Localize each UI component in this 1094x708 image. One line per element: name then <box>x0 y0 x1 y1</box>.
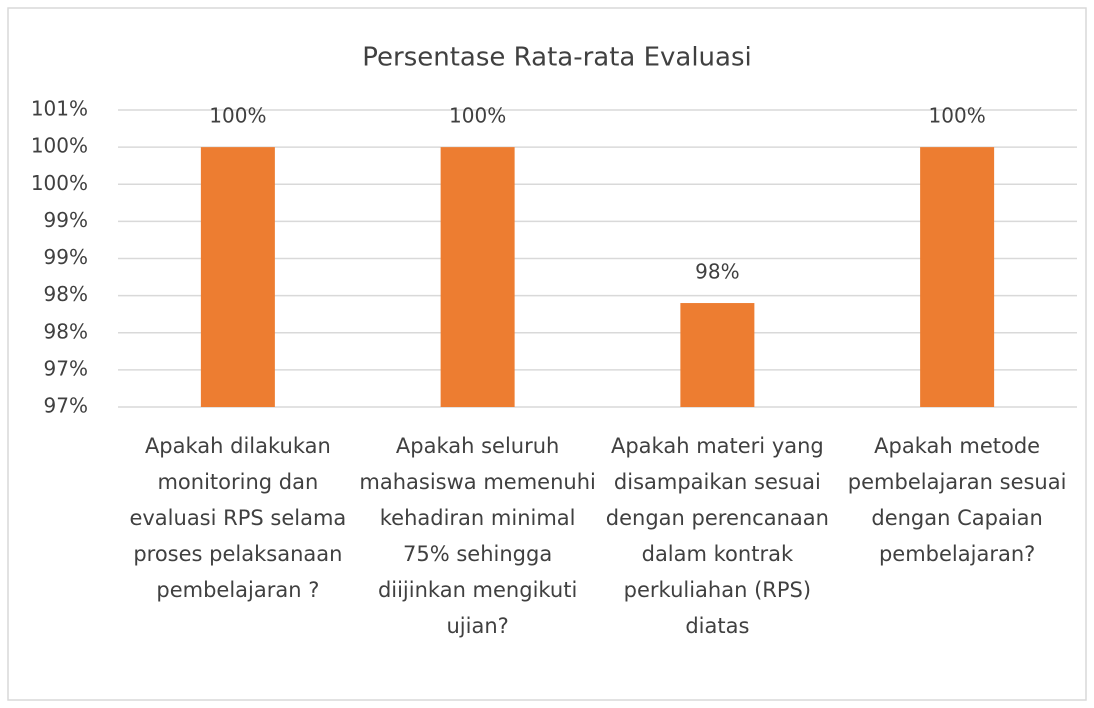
y-tick-label: 97% <box>44 356 88 380</box>
bar <box>200 147 275 407</box>
bar <box>440 147 515 407</box>
data-label: 100% <box>209 104 266 128</box>
x-tick-label: Apakah materi yang disampaikan sesuai de… <box>605 434 829 638</box>
x-tick-label: Apakah seluruh mahasiswa memenuhi kehadi… <box>359 434 596 638</box>
y-tick-label: 97% <box>44 394 88 418</box>
bar <box>920 147 995 407</box>
chart-title: Persentase Rata-rata Evaluasi <box>362 43 752 73</box>
data-label: 100% <box>449 104 506 128</box>
y-tick-label: 99% <box>44 208 88 232</box>
y-tick-label: 98% <box>44 319 88 343</box>
x-tick-label: Apakah metode pembelajaran sesuai dengan… <box>847 434 1067 566</box>
x-tick-label: Apakah dilakukan monitoring dan evaluasi… <box>129 434 347 602</box>
y-tick-label: 99% <box>44 245 88 269</box>
bar <box>680 303 755 407</box>
data-label: 100% <box>929 104 986 128</box>
y-tick-label: 100% <box>31 134 88 158</box>
chart-border <box>7 7 1087 701</box>
data-label: 98% <box>695 260 739 284</box>
y-tick-label: 100% <box>31 171 88 195</box>
y-tick-label: 98% <box>44 282 88 306</box>
y-tick-label: 101% <box>31 97 88 121</box>
